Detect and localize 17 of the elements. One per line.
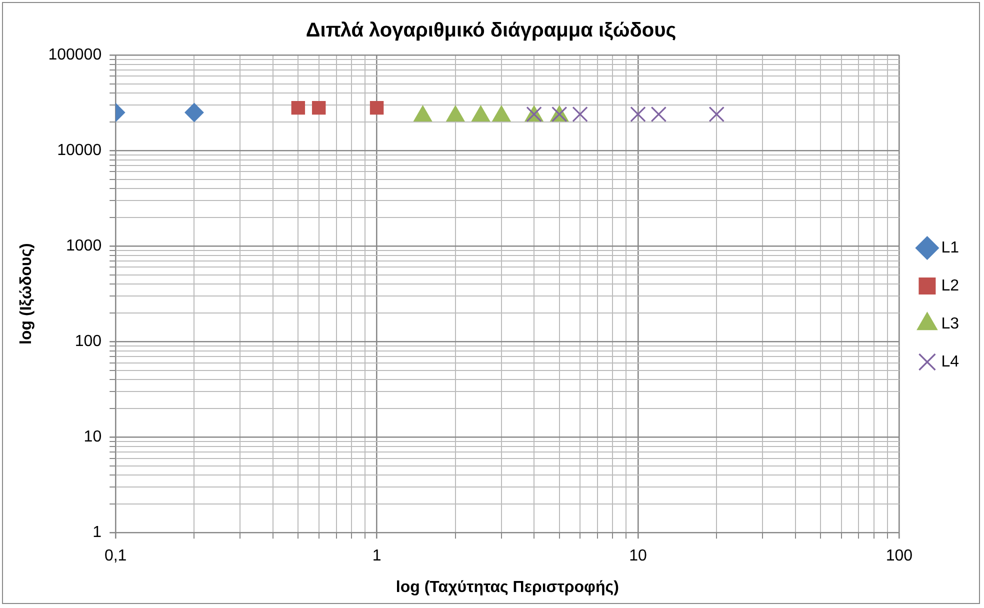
legend-label: L1 xyxy=(941,239,960,256)
x-tick-label: 1 xyxy=(372,548,382,565)
legend-label: L4 xyxy=(941,353,960,370)
y-tick-label: 100 xyxy=(74,332,102,350)
x-axis-title: log (Ταχύτητας Περιστροφής) xyxy=(396,578,619,596)
x-tick-label: 0,1 xyxy=(104,548,127,565)
y-tick-label: 100000 xyxy=(48,46,102,64)
y-axis-title: log (Ιξώδους) xyxy=(18,243,36,344)
legend-label: L2 xyxy=(941,277,960,294)
y-tick-label: 1 xyxy=(92,524,102,542)
legend-label: L3 xyxy=(941,315,960,332)
y-tick-label: 1000 xyxy=(66,237,102,254)
y-tick-label: 10000 xyxy=(57,142,102,159)
x-tick-label: 100 xyxy=(886,548,913,565)
x-tick-label: 10 xyxy=(629,548,647,565)
chart-title: Διπλά λογαριθμικό διάγραμμα ιξώδους xyxy=(306,20,676,42)
y-tick-label: 10 xyxy=(84,428,102,446)
